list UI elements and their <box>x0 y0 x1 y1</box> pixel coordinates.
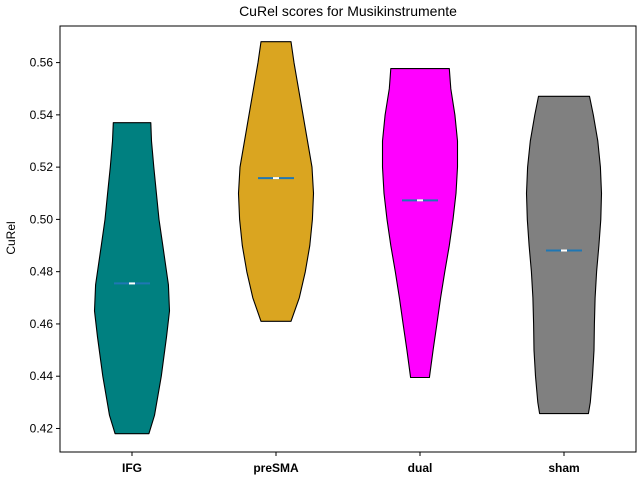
y-tick-label: 0.54 <box>30 108 54 122</box>
plot-frame <box>59 25 637 453</box>
chart-title: CuRel scores for Musikinstrumente <box>239 3 457 19</box>
y-axis: 0.42 0.44 0.46 0.48 0.50 0.52 0.54 0.56 <box>30 56 60 435</box>
y-tick-label: 0.48 <box>30 265 54 279</box>
y-tick-label: 0.42 <box>30 421 54 435</box>
violin-sham <box>525 95 603 415</box>
violin-presma <box>237 41 315 322</box>
y-tick-label: 0.52 <box>30 160 54 174</box>
x-tick-label: IFG <box>122 461 142 475</box>
violin-ifg <box>93 122 171 435</box>
x-tick-label: dual <box>408 461 433 475</box>
x-axis: IFG preSMA dual sham <box>122 452 580 475</box>
y-tick-label: 0.46 <box>30 317 54 331</box>
y-tick-label: 0.44 <box>30 369 54 383</box>
violins-layer <box>93 41 603 435</box>
x-tick-label: preSMA <box>253 461 299 475</box>
y-tick-label: 0.56 <box>30 56 54 70</box>
violin-dual <box>381 68 459 379</box>
y-tick-label: 0.50 <box>30 212 54 226</box>
y-axis-label: CuRel <box>4 221 18 254</box>
x-tick-label: sham <box>548 461 579 475</box>
